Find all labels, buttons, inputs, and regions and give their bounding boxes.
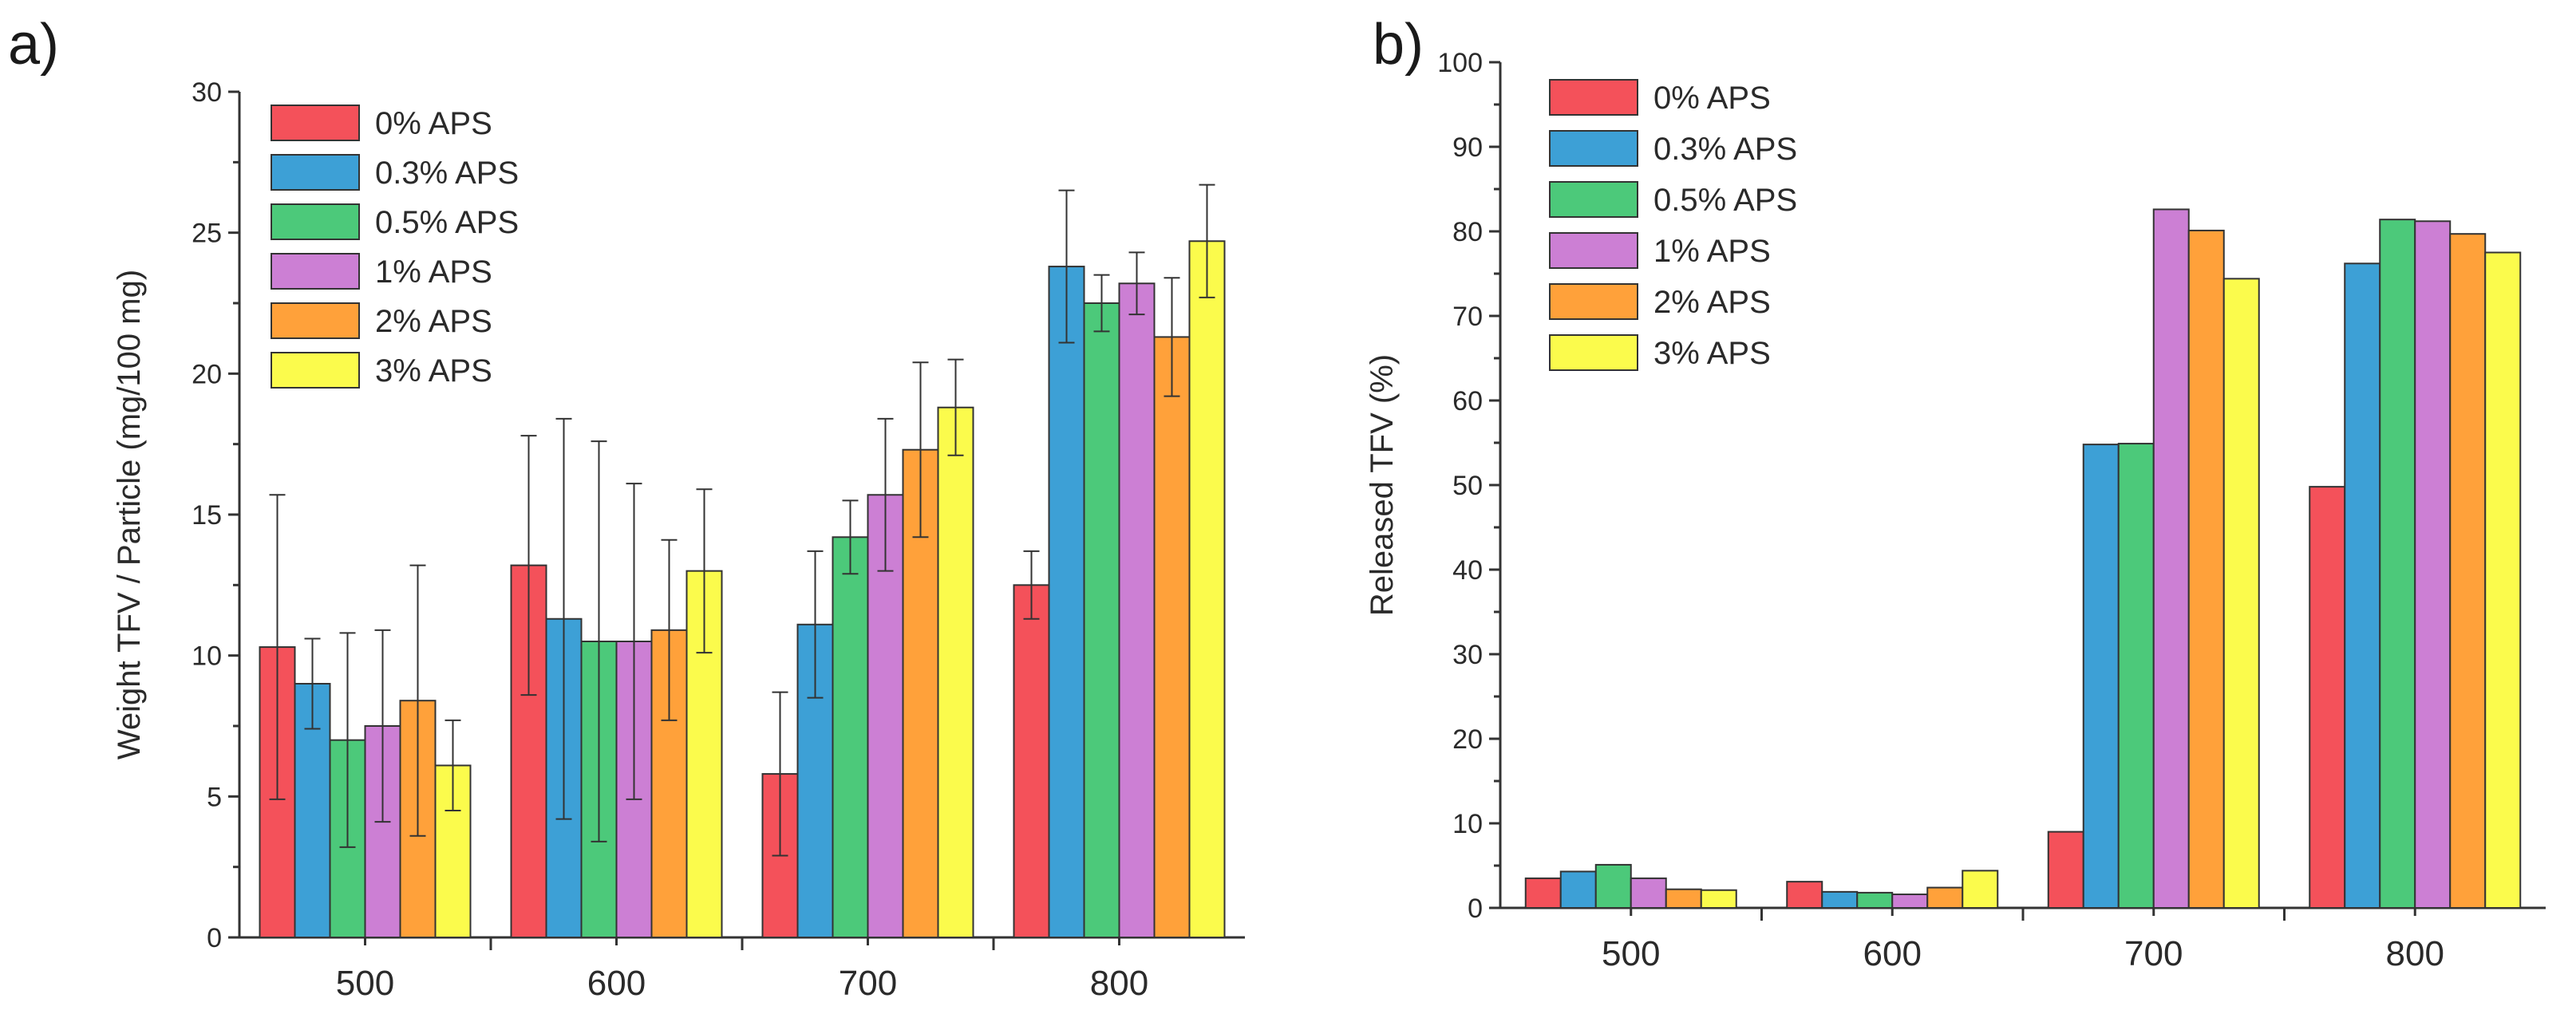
bar-800-3APS	[2484, 251, 2522, 909]
bar-600-3APS	[1962, 870, 1999, 909]
legend-swatch	[1549, 232, 1638, 269]
bar-700-3APS	[937, 406, 974, 938]
bar-700-05APS	[832, 536, 869, 938]
x-tick-label: 600	[1863, 934, 1922, 973]
y-tick-label: 40	[1452, 555, 1483, 586]
y-tick-label: 5	[207, 782, 222, 812]
y-tick-label: 30	[192, 77, 222, 108]
legend-swatch	[1549, 283, 1638, 320]
x-tick-label: 800	[1090, 964, 1148, 1003]
legend-swatch	[271, 352, 360, 389]
legend-label: 0.3% APS	[375, 156, 519, 191]
y-axis-title: Weight TFV / Particle (mg/100 mg)	[112, 270, 147, 760]
bar-500-0APS	[1524, 877, 1562, 909]
bar-800-05APS	[1083, 302, 1120, 938]
legend-swatch	[1549, 181, 1638, 218]
y-tick-label: 20	[1452, 724, 1483, 755]
y-tick-label: 0	[207, 923, 222, 953]
bar-500-03APS	[1559, 870, 1597, 909]
bar-800-05APS	[2379, 219, 2416, 909]
bar-600-05APS	[1856, 891, 1894, 909]
legend-label: 0.5% APS	[1653, 183, 1797, 218]
y-tick-label: 0	[1468, 894, 1483, 924]
y-tick-label: 100	[1437, 48, 1483, 78]
bar-800-0APS	[2309, 486, 2346, 909]
x-tick-label: 500	[1602, 934, 1660, 973]
bar-800-0APS	[1013, 584, 1050, 938]
y-tick-label: 90	[1452, 132, 1483, 163]
bar-600-2APS	[1926, 886, 1964, 909]
legend-label: 0.5% APS	[375, 205, 519, 240]
bar-800-2APS	[1153, 336, 1191, 938]
bar-700-05APS	[2117, 443, 2155, 909]
x-tick-label: 500	[336, 964, 394, 1003]
bar-800-1APS	[1118, 282, 1156, 938]
y-axis-title: Released TFV (%)	[1365, 354, 1400, 616]
legend-label: 0% APS	[1653, 81, 1771, 116]
legend-label: 0.3% APS	[1653, 132, 1797, 167]
bar-600-03APS	[1821, 890, 1859, 909]
legend: 0% APS 0.3% APS 0.5% APS 1% APS 2% APS 3% APS	[271, 105, 519, 389]
bar-700-03APS	[2082, 444, 2120, 909]
legend-swatch	[1549, 130, 1638, 167]
panel-label: a)	[8, 13, 59, 77]
bar-800-03APS	[1048, 266, 1085, 939]
legend-swatch	[271, 302, 360, 339]
bar-700-2APS	[2187, 229, 2225, 909]
bar-800-2APS	[2449, 233, 2487, 909]
y-tick-label: 30	[1452, 640, 1483, 670]
legend-swatch	[271, 154, 360, 191]
x-tick-label: 700	[2124, 934, 2183, 973]
legend-swatch	[271, 203, 360, 240]
bar-500-1APS	[1630, 877, 1667, 909]
legend-swatch	[271, 105, 360, 141]
legend-label: 3% APS	[1653, 336, 1771, 371]
bar-600-3APS	[685, 570, 723, 939]
x-tick-label: 800	[2386, 934, 2444, 973]
y-tick-label: 80	[1452, 217, 1483, 247]
y-tick-label: 50	[1452, 471, 1483, 501]
y-tick-label: 10	[192, 641, 222, 672]
bar-500-05APS	[1594, 863, 1632, 909]
panel-label: b)	[1373, 13, 1424, 77]
bar-600-0APS	[1786, 881, 1823, 909]
legend-swatch	[271, 253, 360, 290]
legend-label: 1% APS	[1653, 234, 1771, 269]
legend-label: 3% APS	[375, 353, 492, 389]
y-tick-label: 60	[1452, 386, 1483, 416]
y-tick-label: 70	[1452, 302, 1483, 332]
bar-600-1APS	[1891, 894, 1929, 909]
legend-label: 2% APS	[375, 304, 492, 339]
y-tick-label: 15	[192, 500, 222, 531]
bar-800-1APS	[2414, 220, 2452, 909]
bar-700-0APS	[2047, 831, 2084, 909]
bar-500-3APS	[1700, 889, 1737, 909]
y-tick-label: 10	[1452, 809, 1483, 839]
bar-800-03APS	[2344, 262, 2381, 909]
legend-label: 0% APS	[375, 106, 492, 141]
bar-700-1APS	[2152, 208, 2190, 909]
y-tick-label: 25	[192, 219, 222, 249]
chart-panel-a: a) 0 5 10 15 20 25 30 Weight TFV / Particle (mg/…	[8, 13, 1245, 1003]
bar-800-3APS	[1188, 240, 1226, 938]
chart-panel-b: b) 0 10 20 30 40 50 60 70 80 90 100 Released TFV (%)…	[1365, 13, 2546, 973]
legend-swatch	[1549, 79, 1638, 116]
y-tick-label: 20	[192, 359, 222, 389]
legend-swatch	[1549, 334, 1638, 371]
legend-label: 2% APS	[1653, 285, 1771, 320]
bar-700-3APS	[2222, 278, 2260, 909]
legend: 0% APS 0.3% APS 0.5% APS 1% APS 2% APS 3% APS	[1549, 79, 1797, 371]
x-tick-label: 600	[587, 964, 646, 1003]
legend-label: 1% APS	[375, 254, 492, 290]
x-tick-label: 700	[839, 964, 897, 1003]
bar-500-2APS	[1665, 888, 1702, 909]
